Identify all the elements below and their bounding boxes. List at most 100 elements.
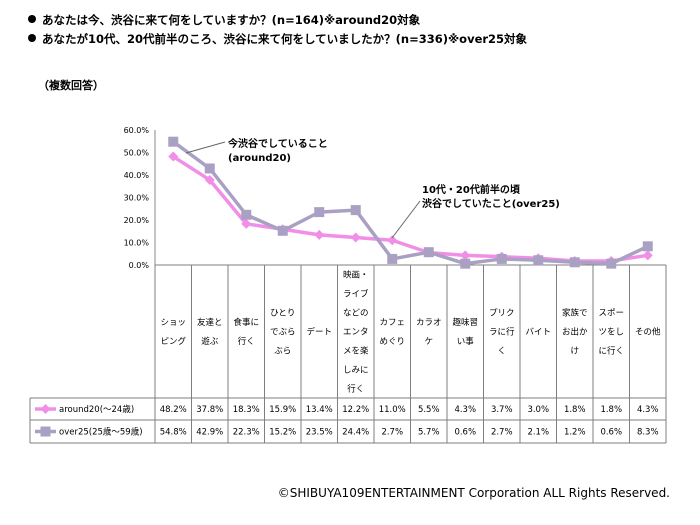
data-value-label: 2.7% <box>491 428 513 438</box>
data-point-diamond <box>204 174 215 185</box>
category-label: ぶら <box>274 347 291 357</box>
data-point-square <box>204 163 215 174</box>
data-point-diamond <box>314 229 325 240</box>
y-tick-label: 30.0% <box>124 194 150 203</box>
copyright: ©SHIBUYA109ENTERTAINMENT Corporation ALL… <box>277 486 670 500</box>
series-line-1 <box>172 140 649 266</box>
category-label: 行く <box>347 384 364 395</box>
annotation-leader <box>391 200 421 239</box>
data-value-label: 1.8% <box>564 405 586 415</box>
question-1-text: あなたは今、渋谷に来て何をしていますか？(n=164)※around20対象 <box>42 13 421 27</box>
bullet-icon <box>28 34 36 42</box>
data-point-square <box>277 225 288 236</box>
data-point-square <box>569 257 580 268</box>
y-tick-label: 20.0% <box>124 216 150 225</box>
category-label: 食事に <box>233 317 259 328</box>
data-value-label: 4.3% <box>637 405 659 415</box>
category-label: メを楽 <box>343 346 369 357</box>
category-label: スポー <box>598 309 624 319</box>
legend-diamond-icon <box>40 404 51 414</box>
data-value-label: 0.6% <box>454 428 476 438</box>
data-value-label: 15.2% <box>269 428 296 438</box>
question-2: あなたが10代、20代前半のころ、渋谷に来て何をしていましたか？(n=336)※… <box>28 31 527 47</box>
data-point-square <box>496 253 507 264</box>
category-label: ケ <box>424 337 433 347</box>
category-label: などの <box>343 309 369 319</box>
category-label: お出か <box>562 327 588 338</box>
annotation-around20: (around20) <box>228 153 291 164</box>
data-point-square <box>350 205 361 216</box>
series-name: over25(25歳～59歳) <box>59 427 143 438</box>
data-value-label: 8.3% <box>637 428 659 438</box>
category-label: カラオ <box>416 318 442 328</box>
y-tick-label: 0.0% <box>129 261 150 270</box>
category-label: ひとり <box>270 309 295 319</box>
category-label: しみに <box>343 366 369 376</box>
data-point-square <box>642 241 653 252</box>
data-value-label: 4.3% <box>454 405 476 415</box>
data-value-label: 3.7% <box>491 405 513 415</box>
data-value-label: 42.9% <box>196 428 223 438</box>
data-point-square <box>241 209 252 220</box>
data-point-square <box>168 136 179 147</box>
data-value-label: 1.8% <box>600 405 622 415</box>
data-value-label: 11.0% <box>379 405 406 415</box>
question-2-text: あなたが10代、20代前半のころ、渋谷に来て何をしていましたか？(n=336)※… <box>42 32 528 46</box>
data-point-diamond <box>642 250 653 261</box>
category-label: でぶら <box>270 328 296 338</box>
data-value-label: 48.2% <box>160 405 187 415</box>
data-value-label: 5.5% <box>418 405 440 415</box>
question-1: あなたは今、渋谷に来て何をしていますか？(n=164)※around20対象 <box>28 12 420 28</box>
multiple-answer-note: （複数回答） <box>38 79 104 92</box>
annotation-leader <box>185 141 226 154</box>
series-line-0 <box>172 155 649 263</box>
data-value-label: 1.2% <box>564 428 586 438</box>
data-value-label: 13.4% <box>306 405 333 415</box>
category-label: プリク <box>489 309 515 319</box>
y-tick-label: 10.0% <box>124 239 150 248</box>
category-label: デート <box>306 327 332 338</box>
data-value-label: 0.6% <box>600 428 622 438</box>
category-label: 趣味習 <box>452 317 478 328</box>
data-point-diamond <box>241 218 252 229</box>
data-point-diamond <box>387 235 398 246</box>
data-value-label: 54.8% <box>160 428 187 438</box>
category-label: エンタ <box>343 328 369 338</box>
category-label: に行く <box>598 346 624 357</box>
data-value-label: 5.7% <box>418 428 440 438</box>
data-value-label: 2.7% <box>381 428 403 438</box>
category-label: その他 <box>635 327 661 338</box>
annotation-around20: 今渋谷でしていること <box>227 137 328 150</box>
data-point-square <box>533 255 544 266</box>
category-label: 遊ぶ <box>201 336 219 347</box>
category-label: バイト <box>525 328 551 338</box>
data-value-label: 2.1% <box>527 428 549 438</box>
bullet-icon <box>28 15 36 23</box>
data-value-label: 23.5% <box>306 428 333 438</box>
y-tick-label: 40.0% <box>124 171 150 180</box>
annotation-over25: 10代・20代前半の頃 <box>422 183 521 196</box>
category-label: 友達と <box>197 317 223 328</box>
category-label: け <box>570 347 579 357</box>
category-label: ピング <box>160 336 186 347</box>
y-tick-label: 60.0% <box>124 126 150 135</box>
category-label: 映画・ <box>343 270 369 281</box>
data-point-square <box>423 247 434 258</box>
data-point-square <box>314 207 325 218</box>
data-point-diamond <box>460 250 471 261</box>
data-value-label: 18.3% <box>233 405 260 415</box>
category-label: カフェ <box>379 318 405 328</box>
data-value-label: 37.8% <box>196 405 223 415</box>
category-label: い事 <box>457 336 475 347</box>
data-point-square <box>387 253 398 264</box>
category-label: 家族で <box>562 308 588 319</box>
y-tick-label: 50.0% <box>124 149 150 158</box>
data-value-label: 12.2% <box>342 405 369 415</box>
annotation-over25: 渋谷でしていたこと(over25) <box>422 197 560 210</box>
data-value-label: 24.4% <box>342 428 369 438</box>
category-label: ラに行 <box>489 327 515 338</box>
category-label: く <box>497 347 506 357</box>
series-name: around20(～24歳) <box>59 404 134 415</box>
data-value-label: 15.9% <box>269 405 296 415</box>
